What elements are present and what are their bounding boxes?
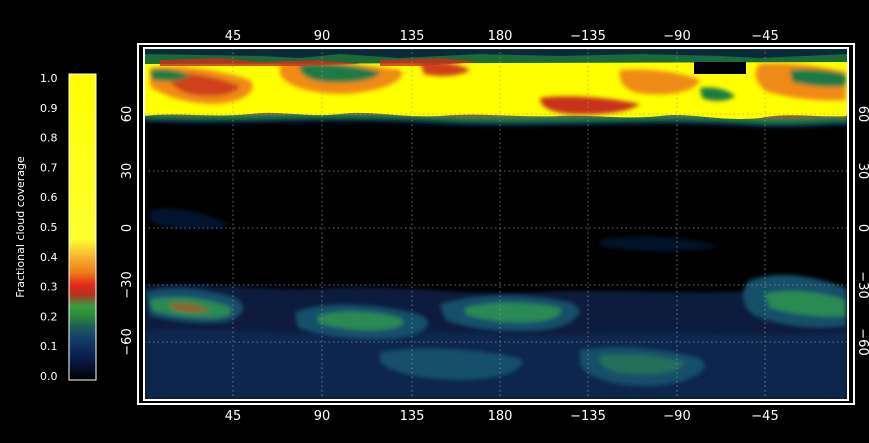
lon-tick-bottom: 180: [488, 409, 513, 424]
lat-tick-left: −30: [120, 271, 135, 298]
lat-tick-right: 30: [855, 163, 869, 180]
lon-tick-top: 90: [314, 29, 331, 44]
longitude-ticks-top: 45 90 135 180 −135 −90 −45: [225, 29, 779, 44]
lat-tick-left: −60: [120, 328, 135, 355]
lon-tick-top: 135: [400, 29, 425, 44]
lon-tick-top: −90: [663, 29, 690, 44]
map-frame: [137, 43, 855, 405]
colorbar-tick-label: 0.9: [40, 102, 58, 115]
lon-tick-bottom: −135: [570, 409, 606, 424]
colorbar-border: [68, 73, 97, 381]
lon-tick-bottom: 90: [314, 409, 331, 424]
colorbar-tick-label: 0.6: [40, 191, 58, 204]
lon-tick-bottom: 45: [225, 409, 242, 424]
colorbar-title: Fractional cloud coverage: [14, 156, 27, 298]
colorbar-tick-label: 0.5: [40, 221, 58, 234]
colorbar-tick-label: 0.4: [40, 251, 58, 264]
polar-data-gap: [694, 62, 746, 74]
lat-tick-right: −60: [855, 328, 869, 355]
lat-tick-right: 0: [855, 224, 869, 232]
graticule: [144, 48, 848, 400]
colorbar-tick-label: 0.3: [40, 281, 58, 294]
lat-tick-left: 60: [120, 106, 135, 123]
colorbar-ramp: [69, 74, 96, 380]
longitude-ticks-bottom: 45 90 135 180 −135 −90 −45: [225, 409, 779, 424]
colorbar-tick-label: 0.0: [40, 370, 58, 383]
colorbar: 1.0 0.9 0.8 0.7 0.6 0.5 0.4 0.3 0.2 0.1 0.0 Fracti…: [14, 72, 97, 383]
colorbar-tick-label: 0.7: [40, 161, 58, 174]
lon-tick-top: −45: [751, 29, 778, 44]
colorbar-tick-label: 0.1: [40, 340, 58, 353]
map-area: [144, 48, 848, 400]
lon-tick-top: 180: [488, 29, 513, 44]
lon-tick-top: 45: [225, 29, 242, 44]
lat-tick-left: 30: [120, 163, 135, 180]
arctic-cloud-cover: [144, 48, 848, 128]
latitude-ticks-right: 60 30 0 −30 −60: [855, 106, 869, 356]
colorbar-tick-label: 0.2: [40, 310, 58, 323]
lat-tick-left: 0: [120, 224, 135, 232]
lon-tick-bottom: 135: [400, 409, 425, 424]
lon-tick-bottom: −45: [751, 409, 778, 424]
lat-tick-right: 60: [855, 106, 869, 123]
colorbar-tick-label: 0.8: [40, 132, 58, 145]
colorbar-tick-label: 1.0: [40, 72, 58, 85]
lon-tick-bottom: −90: [663, 409, 690, 424]
lat-tick-right: −30: [855, 271, 869, 298]
latitude-ticks-left: 60 30 0 −30 −60: [120, 106, 135, 356]
lon-tick-top: −135: [570, 29, 606, 44]
southern-storm-track-clouds: [146, 274, 846, 386]
